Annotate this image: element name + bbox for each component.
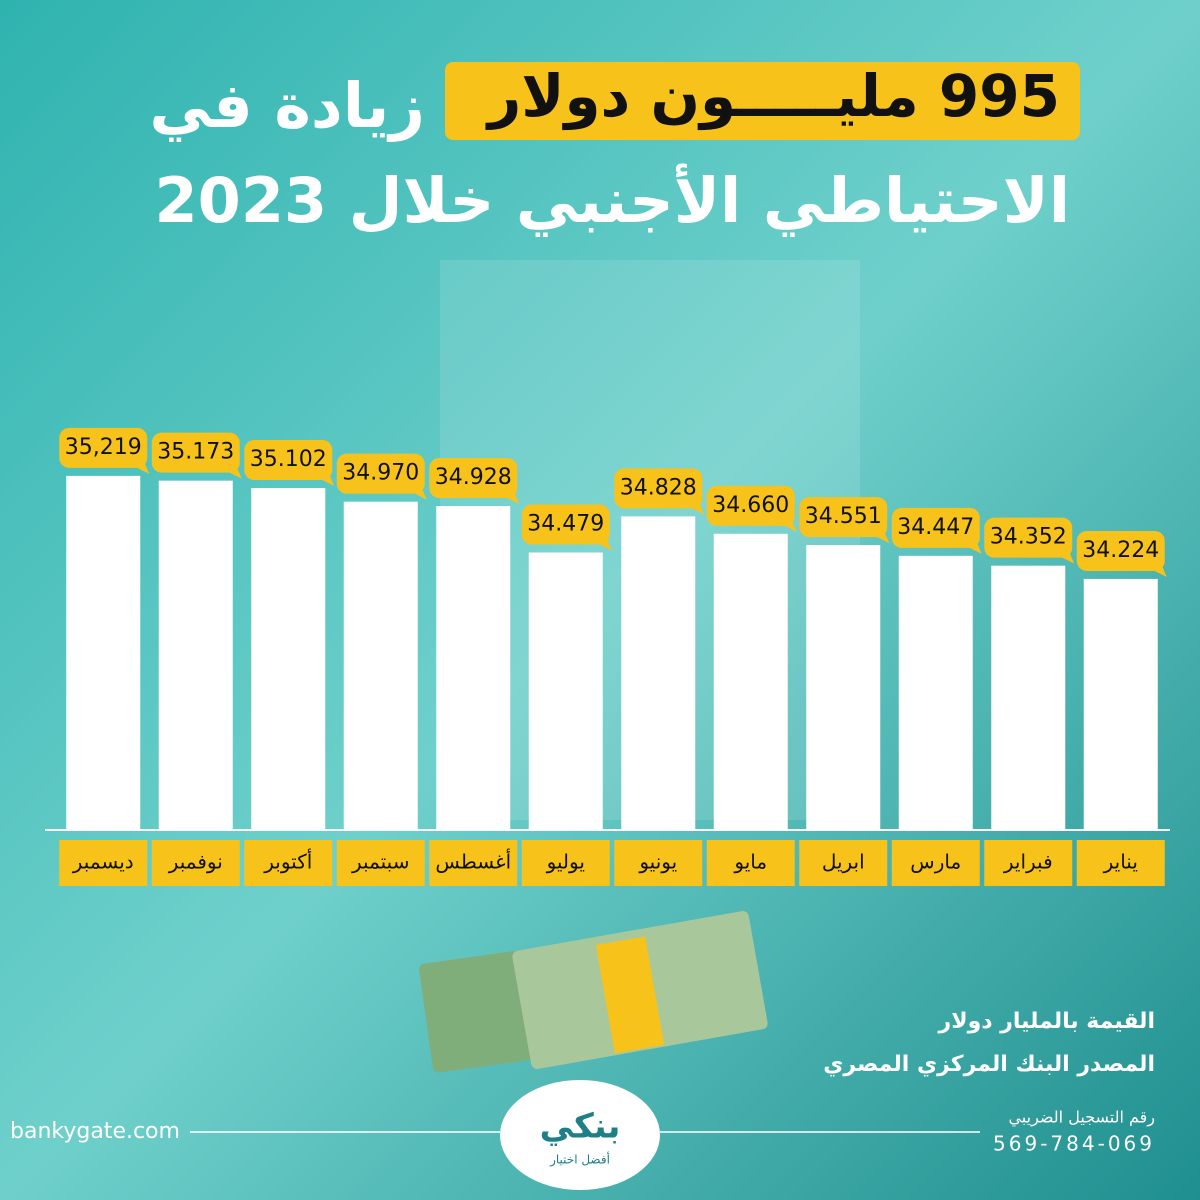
logo: بنكي: [540, 1107, 621, 1147]
logo-bg: [500, 1080, 660, 1190]
bar: [158, 480, 233, 830]
tax-label: رقم التسجيل الضريبي: [1008, 1108, 1155, 1128]
category-label-bg: [151, 840, 240, 886]
value-label-bg: [706, 485, 795, 526]
bar: [1083, 578, 1158, 830]
value-label-bg: [1076, 530, 1165, 571]
bar: [806, 545, 881, 830]
category-label-bg: [521, 840, 610, 886]
value-label-tail: [688, 500, 705, 515]
note-unit: القيمة بالمليار دولار: [938, 1009, 1155, 1034]
x-tick-label: مايو: [733, 850, 767, 874]
value-label-bg: [614, 468, 703, 509]
value-label-tail: [503, 490, 520, 505]
title-highlight: 995 مليـــــون دولار: [485, 62, 1060, 131]
x-tick-label: ديسمبر: [72, 850, 134, 874]
value-label-tail: [873, 529, 890, 544]
site: bankygate.com: [10, 1119, 180, 1144]
value-label: 34.828: [620, 475, 697, 500]
bar: [436, 506, 511, 830]
x-tick-label: مارس: [910, 850, 961, 874]
value-label-tail: [780, 517, 797, 532]
value-label-bg: [799, 497, 888, 538]
x-tick-label: أكتوبر: [263, 849, 312, 874]
note-source: المصدر البنك المركزي المصري: [823, 1052, 1155, 1077]
category-label-bg: [799, 840, 888, 886]
value-label-bg: [891, 507, 980, 548]
value-label: 35.173: [157, 440, 234, 465]
value-label: 34.479: [527, 512, 604, 537]
bar: [991, 565, 1066, 830]
value-label-bg: [59, 427, 148, 468]
value-label-bg: [244, 440, 333, 481]
value-label: 34.660: [712, 493, 789, 518]
x-tick-label: فبراير: [1003, 850, 1053, 874]
x-tick-label: ابريل: [822, 850, 865, 874]
category-label-bg: [59, 840, 148, 886]
value-label: 34.970: [342, 461, 419, 486]
value-label: 34.551: [805, 504, 882, 529]
bar: [528, 552, 603, 830]
value-label-bg: [521, 504, 610, 545]
value-label-tail: [410, 485, 427, 500]
x-tick-label: يوليو: [546, 850, 585, 874]
bar: [713, 533, 788, 830]
value-label-tail: [1058, 549, 1075, 564]
value-label: 34.352: [990, 525, 1067, 550]
x-tick-label: سبتمبر: [351, 850, 409, 874]
bar: [898, 555, 973, 830]
value-label-tail: [1150, 562, 1167, 577]
category-label-bg: [614, 840, 703, 886]
bar: [621, 516, 696, 830]
title: زيادة في: [149, 69, 425, 142]
value-label-tail: [133, 459, 150, 474]
tax-number: 569-784-069: [993, 1132, 1155, 1156]
x-tick-label: يناير: [1103, 850, 1138, 874]
title-line2: الاحتياطي الأجنبي خلال 2023: [155, 163, 1070, 237]
x-tick-label: نوفمبر: [168, 850, 223, 874]
category-label-bg: [1076, 840, 1165, 886]
category-label-bg: [984, 840, 1073, 886]
value-label-bg: [151, 432, 240, 473]
value-label-tail: [318, 472, 335, 487]
value-label: 34.447: [897, 515, 974, 540]
value-label-bg: [336, 453, 425, 494]
bar: [66, 475, 141, 830]
category-label-bg: [706, 840, 795, 886]
value-label: 34.928: [435, 465, 512, 490]
x-tick-label: يونيو: [638, 850, 677, 874]
category-label-bg: [244, 840, 333, 886]
slogan: أفضل اختيار: [549, 1152, 610, 1168]
title-highlight-bg: [445, 62, 1080, 140]
bar: [343, 501, 418, 830]
value-label: 35,219: [65, 435, 142, 460]
category-label-bg: [336, 840, 425, 886]
money-stack: [419, 911, 768, 1073]
value-label-tail: [225, 464, 242, 479]
value-label: 35.102: [250, 447, 327, 472]
value-label-bg: [984, 517, 1073, 558]
value-label-tail: [595, 536, 612, 551]
x-tick-label: أغسطس: [435, 849, 511, 874]
category-label-bg: [429, 840, 518, 886]
value-label-bg: [429, 458, 518, 499]
value-label: 34.224: [1082, 538, 1159, 563]
category-label-bg: [891, 840, 980, 886]
bar: [251, 488, 326, 830]
value-label-tail: [965, 539, 982, 554]
